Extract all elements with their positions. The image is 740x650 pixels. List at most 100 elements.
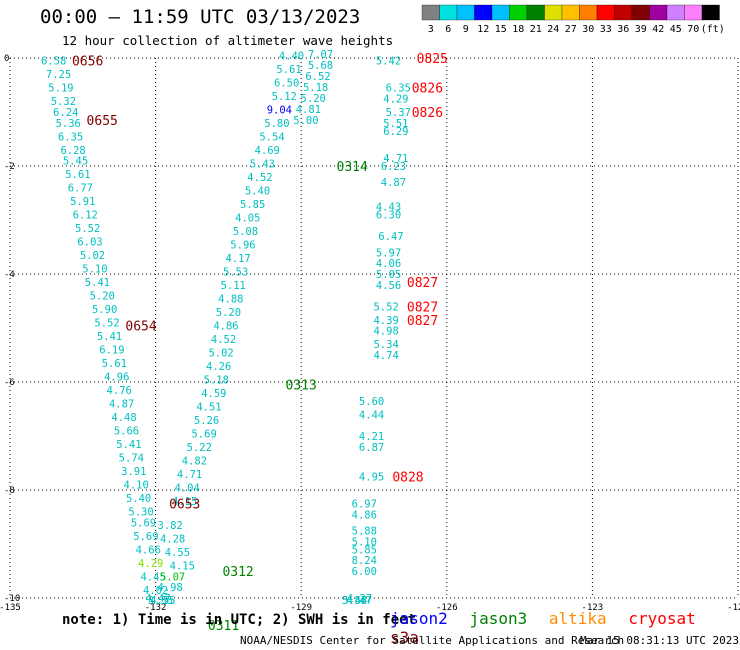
wave-height-value: 4.27 bbox=[347, 593, 372, 605]
wave-height-value: 6.12 bbox=[73, 210, 98, 222]
wave-height-value: 4.48 bbox=[111, 412, 136, 424]
wave-height-value: 5.66 bbox=[114, 426, 139, 438]
wave-height-value: 5.45 bbox=[342, 595, 367, 607]
wave-height-value: 4.81 bbox=[296, 104, 321, 116]
pass-time-label: 0827 bbox=[407, 276, 438, 291]
wave-height-value: 6.24 bbox=[53, 107, 78, 119]
wave-height-value: 5.41 bbox=[116, 439, 141, 451]
wave-height-value: 4.51 bbox=[196, 401, 221, 413]
wave-height-value: 4.98 bbox=[158, 582, 183, 594]
scale-label: 3 bbox=[428, 24, 434, 35]
scale-swatch bbox=[631, 4, 650, 21]
wave-height-value: 4.52 bbox=[211, 334, 236, 346]
wave-height-value: 5.85 bbox=[240, 199, 265, 211]
wave-height-value: 5.85 bbox=[352, 544, 377, 556]
wave-height-value: 5.54 bbox=[259, 131, 284, 143]
wave-height-value: 6.00 bbox=[352, 566, 377, 578]
scale-swatch bbox=[456, 4, 475, 21]
wave-height-value: 5.52 bbox=[373, 301, 398, 313]
pass-time-label: 0828 bbox=[392, 471, 423, 486]
wave-height-value: 4.04 bbox=[174, 482, 199, 494]
wave-height-value: 5.90 bbox=[92, 304, 117, 316]
wave-height-value: 4.96 bbox=[104, 372, 129, 384]
wave-height-value: 6.23 bbox=[381, 161, 406, 173]
pass-time-label: 0654 bbox=[125, 319, 156, 334]
x-tick-label: -126 bbox=[436, 603, 458, 613]
wave-height-value: 4.55 bbox=[150, 595, 175, 607]
scale-swatch bbox=[666, 4, 685, 21]
scale-swatch bbox=[421, 4, 440, 21]
wave-height-value: 5.32 bbox=[51, 96, 76, 108]
wave-height-value: 4.40 bbox=[279, 50, 304, 62]
wave-height-value: 5.96 bbox=[230, 239, 255, 251]
scale-label: 36 bbox=[617, 24, 629, 35]
satellite-legend: jason2 jason3 altika cryosat s3a bbox=[390, 609, 740, 647]
scale-label: 18 bbox=[512, 24, 524, 35]
scale-swatch bbox=[561, 4, 580, 21]
wave-height-value: 4.47 bbox=[347, 595, 372, 607]
wave-height-value: 4.44 bbox=[359, 409, 384, 421]
sat-jason2: jason2 bbox=[390, 609, 448, 628]
chart-subtitle: 12 hour collection of altimeter wave hei… bbox=[62, 33, 394, 48]
wave-height-value: 5.61 bbox=[276, 64, 301, 76]
wave-height-value: 4.87 bbox=[109, 399, 134, 411]
scale-label: 24 bbox=[547, 24, 559, 35]
wave-height-value: 5.20 bbox=[90, 291, 115, 303]
wave-height-value: 4.55 bbox=[150, 595, 175, 607]
wave-height-value: 4.43 bbox=[376, 202, 401, 214]
wave-height-value: 4.98 bbox=[373, 326, 398, 338]
wave-height-value: 5.18 bbox=[303, 82, 328, 94]
wave-height-value: 5.20 bbox=[216, 307, 241, 319]
wave-height-value: 5.19 bbox=[48, 83, 73, 95]
wave-height-value: 5.52 bbox=[75, 223, 100, 235]
wave-height-value: 4.29 bbox=[383, 94, 408, 106]
wave-height-value: 5.18 bbox=[204, 374, 229, 386]
pass-time-label: 0653 bbox=[169, 498, 200, 513]
wave-height-value: 4.55 bbox=[165, 547, 190, 559]
generated-timestamp: Mar 15 08:31:13 UTC 2023 bbox=[580, 634, 739, 647]
wave-height-value: 4.76 bbox=[107, 385, 132, 397]
wave-height-value: 4.28 bbox=[160, 534, 185, 546]
wave-height-value: 8.24 bbox=[352, 555, 377, 567]
wave-height-value: 5.22 bbox=[187, 442, 212, 454]
wave-height-value: 4.66 bbox=[136, 544, 161, 556]
wave-height-value: 5.34 bbox=[373, 339, 398, 351]
x-tick-label: -135 bbox=[0, 603, 21, 613]
wave-height-value: 5.74 bbox=[119, 453, 144, 465]
sat-s3a: s3a bbox=[390, 628, 419, 647]
y-tick-label: 0 bbox=[4, 54, 9, 64]
scale-swatch bbox=[509, 4, 528, 21]
wave-height-value: 5.88 bbox=[352, 526, 377, 538]
wave-height-value: 4.02 bbox=[143, 585, 168, 597]
scale-label: 27 bbox=[565, 24, 577, 35]
wave-height-value: 5.43 bbox=[250, 158, 275, 170]
y-tick-label: -6 bbox=[4, 378, 15, 388]
wave-height-value: 4.59 bbox=[201, 388, 226, 400]
wave-height-value: 4.29 bbox=[138, 558, 163, 570]
wave-height-value: 6.52 bbox=[305, 71, 330, 83]
pass-time-label: 0312 bbox=[222, 565, 253, 580]
scale-label: 70 bbox=[687, 24, 699, 35]
scale-swatch bbox=[439, 4, 458, 21]
wave-height-value: 4.71 bbox=[383, 153, 408, 165]
wave-height-value: 5.30 bbox=[128, 507, 153, 519]
wave-height-value: 6.29 bbox=[383, 126, 408, 138]
sat-cryosat: cryosat bbox=[628, 609, 696, 628]
wave-height-value: 5.69 bbox=[131, 517, 156, 529]
wave-height-value: 6.28 bbox=[60, 145, 85, 157]
wave-height-value: 5.11 bbox=[221, 280, 246, 292]
wave-height-value: 5.02 bbox=[208, 347, 233, 359]
scale-label: 39 bbox=[635, 24, 647, 35]
wave-height-value: 5.68 bbox=[308, 60, 333, 72]
scale-label: 45 bbox=[670, 24, 682, 35]
scale-swatch bbox=[491, 4, 510, 21]
wave-height-value: 9.04 bbox=[267, 104, 292, 116]
wave-height-value: 5.26 bbox=[194, 415, 219, 427]
scale-label: 21 bbox=[530, 24, 542, 35]
wave-height-value: 3.55 bbox=[148, 595, 173, 607]
pass-time-label: 0827 bbox=[407, 314, 438, 329]
wave-height-value: 5.69 bbox=[191, 428, 216, 440]
wave-height-value: 5.05 bbox=[376, 269, 401, 281]
scale-label: 15 bbox=[495, 24, 507, 35]
